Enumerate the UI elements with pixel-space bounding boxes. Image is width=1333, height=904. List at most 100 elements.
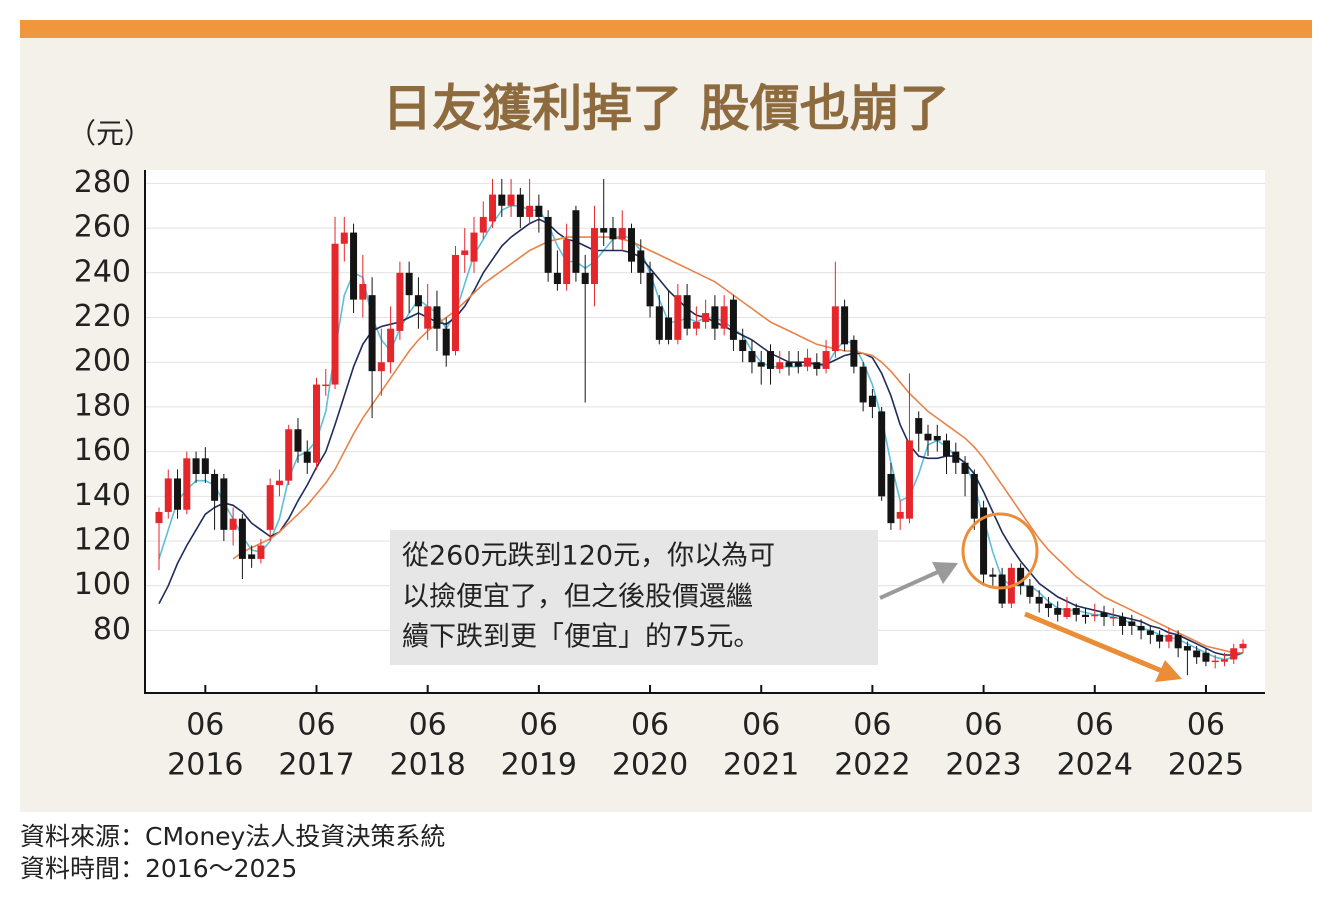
y-tick-label: 100: [74, 567, 131, 602]
candle-body: [1072, 608, 1080, 615]
candle-body: [683, 295, 691, 329]
candle-body: [516, 194, 524, 217]
candle-body: [887, 473, 895, 524]
candle-body: [294, 429, 302, 452]
candle-body: [1091, 614, 1099, 617]
candle-body: [1017, 567, 1025, 586]
candle-body: [340, 232, 348, 244]
candle-body: [572, 210, 580, 273]
y-tick-label: 140: [74, 478, 131, 513]
candle-body: [303, 451, 311, 463]
x-tick-year: 2022: [834, 748, 910, 783]
candle-body: [989, 574, 997, 577]
x-tick-label: 06: [409, 708, 447, 743]
candle-body: [442, 328, 450, 356]
x-tick-label: 06: [1187, 708, 1225, 743]
candle-body: [275, 480, 283, 486]
candle-body: [192, 458, 200, 474]
candle-body: [507, 194, 515, 206]
candle-body: [451, 254, 459, 352]
y-tick-label: 160: [74, 433, 131, 468]
candle-body: [813, 362, 821, 369]
y-tick-label: 260: [74, 210, 131, 245]
candle-body: [1035, 596, 1043, 604]
candle-body: [377, 362, 385, 372]
x-tick-year: 2020: [612, 748, 688, 783]
candle-body: [1239, 643, 1247, 649]
y-tick-label: 80: [93, 612, 131, 647]
candle-body: [322, 384, 330, 387]
candle-body: [655, 306, 663, 340]
candle-body: [766, 351, 774, 369]
candle-body: [692, 321, 700, 329]
trend-arrow-head: [1155, 660, 1182, 682]
candle-body: [331, 243, 339, 385]
candle-body: [498, 194, 506, 206]
ma-line: [158, 205, 1244, 661]
candle-body: [702, 313, 710, 322]
ticks: 80 100 120 140 160 180 200 220 240 260 280 06 2016 06…: [74, 165, 1244, 783]
candle-body: [1063, 608, 1071, 618]
candle-body: [433, 306, 441, 329]
candle-body: [970, 473, 978, 519]
candle-body: [387, 328, 395, 363]
candle-body: [405, 272, 413, 296]
candle-body: [878, 411, 886, 497]
candles: [155, 178, 1247, 676]
candle-body: [535, 205, 543, 217]
candle-body: [868, 395, 876, 407]
candle-body: [424, 306, 432, 329]
x-tick-year: 2023: [945, 748, 1021, 783]
candle-body: [461, 250, 469, 255]
candle-body: [1156, 634, 1164, 642]
candle-body: [1146, 630, 1154, 635]
y-tick-label: 120: [74, 523, 131, 558]
x-tick-label: 06: [853, 708, 891, 743]
candle-body: [544, 216, 552, 273]
candle-body: [831, 306, 839, 352]
candle-body: [748, 351, 756, 363]
candle-body: [1202, 652, 1210, 662]
candle-body: [924, 433, 932, 441]
candle-body: [841, 306, 849, 345]
candle-body: [618, 228, 626, 240]
candle-body: [479, 216, 487, 233]
candle-body: [1211, 660, 1219, 663]
candle-body: [229, 518, 237, 530]
candle-body: [563, 239, 571, 284]
y-tick-label: 280: [74, 165, 131, 200]
candle-body: [581, 272, 589, 284]
candle-body: [804, 357, 812, 367]
candle-body: [285, 429, 293, 481]
annotation-line: 以撿便宜了，但之後股價還繼: [402, 582, 753, 613]
candle-body: [1183, 646, 1191, 651]
candle-body: [1119, 617, 1127, 626]
candle-body: [952, 451, 960, 463]
annotation-line: 續下跌到更「便宜」的75元。: [402, 622, 760, 653]
candle-body: [590, 228, 598, 284]
candle-body: [1174, 634, 1182, 649]
candle-body: [915, 418, 923, 434]
candle-body: [201, 458, 209, 474]
candle-body: [665, 317, 673, 340]
candle-body: [822, 351, 830, 369]
y-tick-label: 220: [74, 299, 131, 334]
annotation-box: [390, 530, 878, 665]
candle-body: [600, 228, 608, 233]
candle-body: [905, 440, 913, 519]
x-tick-year: 2017: [278, 748, 354, 783]
candle-body: [164, 478, 172, 512]
candle-body: [368, 295, 376, 372]
candle-body: [396, 272, 404, 331]
arrow-line: [879, 569, 941, 600]
candle-body: [313, 384, 321, 463]
x-tick-label: 06: [297, 708, 335, 743]
x-tick-year: 2018: [390, 748, 466, 783]
candle-body: [1193, 650, 1201, 658]
y-unit: （元）: [68, 117, 152, 150]
candle-body: [211, 473, 219, 501]
chart-title: 日友獲利掉了 股價也崩了: [382, 80, 949, 138]
source: 資料來源：CMoney法人投資決策系統: [20, 822, 445, 851]
candle-body: [961, 462, 969, 474]
